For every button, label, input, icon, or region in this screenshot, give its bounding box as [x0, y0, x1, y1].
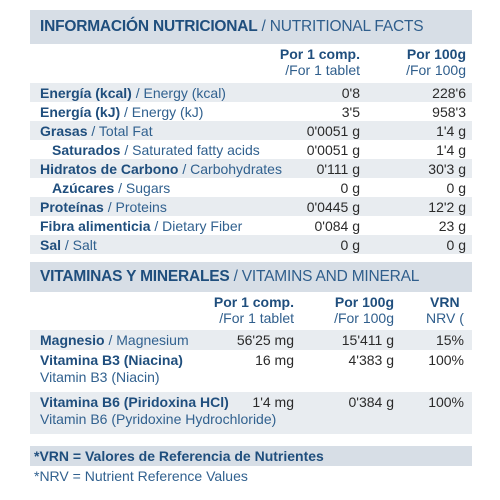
col-per-tablet-header: Por 1 comp. /For 1 tablet [279, 46, 360, 78]
col-per-100g-header: Por 100g /For 100g [406, 46, 466, 78]
col-nrv-header: VRN NRV ( [426, 294, 464, 326]
nutrition-title-en: / NUTRITIONAL FACTS [261, 18, 424, 35]
nutrient-row-saturated: Saturados / Saturated fatty acids 0'0051… [52, 142, 466, 158]
col-per-100g-header: Por 100g /For 100g [334, 294, 394, 326]
nutrient-row-sugars: Azúcares / Sugars 0 g 0 g [52, 180, 466, 196]
nutrient-row-energy-kcal: Energía (kcal) / Energy (kcal) 0'8 228'6 [30, 83, 472, 102]
vitamins-column-headers: Por 1 comp. /For 1 tablet Por 100g /For … [30, 292, 472, 330]
vitamins-title-es: VITAMINAS Y MINERALES [40, 268, 230, 285]
nutrient-row-energy-kj: Energía (kJ) / Energy (kJ) 3'5 958'3 [40, 104, 466, 120]
vitamins-table: VITAMINAS Y MINERALES / VITAMINS AND MIN… [30, 262, 472, 434]
vitamins-header-band: VITAMINAS Y MINERALES / VITAMINS AND MIN… [30, 262, 472, 292]
nutrition-column-headers: Por 1 comp. /For 1 tablet Por 100g /For … [30, 44, 472, 82]
nutrition-header-band: INFORMACIÓN NUTRICIONAL / NUTRITIONAL FA… [30, 10, 472, 44]
vitamins-title-en: / VITAMINS AND MINERAL [233, 268, 420, 285]
vitamin-row-b3: Vitamina B3 (Niacina) Vitamin B3 (Niacin… [40, 352, 464, 385]
nutrient-row-proteins: Proteínas / Proteins 0'0445 g 12'2 g [30, 197, 472, 216]
footnote-vrn: *VRN = Valores de Referencia de Nutrient… [30, 446, 472, 466]
nutrient-row-fat: Grasas / Total Fat 0'0051 g 1'4 g [30, 121, 472, 140]
nutrient-row-fiber: Fibra alimenticia / Dietary Fiber 0'084 … [40, 218, 466, 234]
col-per-tablet-header: Por 1 comp. /For 1 tablet [213, 294, 294, 326]
vitamin-row-magnesium: Magnesio / Magnesium 56'25 mg 15'411 g 1… [30, 330, 472, 350]
vitamin-row-b6: Vitamina B6 (Piridoxina HCl) Vitamin B6 … [30, 392, 472, 434]
nutrition-title-es: INFORMACIÓN NUTRICIONAL [40, 18, 258, 35]
nutrition-table: INFORMACIÓN NUTRICIONAL / NUTRITIONAL FA… [30, 10, 472, 254]
footnotes: *VRN = Valores de Referencia de Nutrient… [30, 446, 472, 486]
nutrient-row-carbohydrates: Hidratos de Carbono / Carbohydrates 0'11… [30, 159, 472, 178]
footnote-nrv: *NRV = Nutrient Reference Values [34, 468, 248, 484]
nutrient-row-salt: Sal / Salt 0 g 0 g [30, 235, 472, 254]
